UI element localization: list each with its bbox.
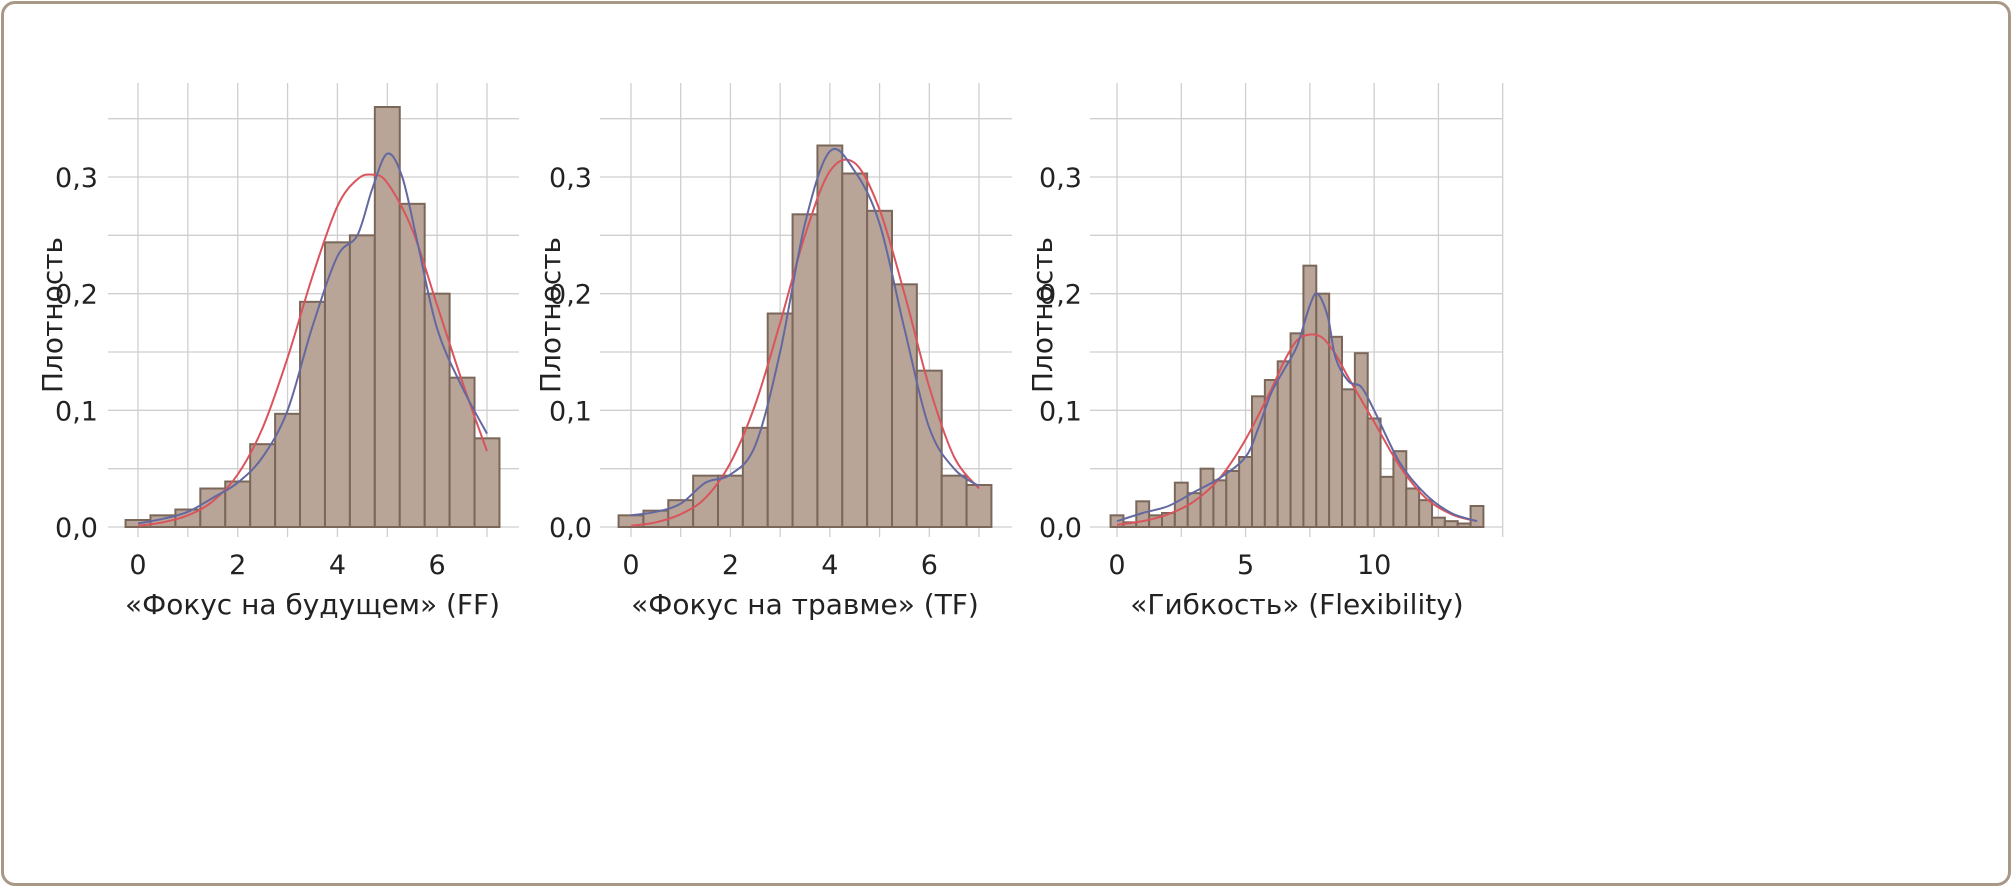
y-axis-label: Плотность bbox=[36, 237, 69, 393]
histogram-bar bbox=[940, 474, 968, 528]
chart-tf: 0,0 0,1 0,2 0,3 0 2 4 6 «Фокус на травме» (TF) Пл… bbox=[534, 83, 1012, 621]
y-tick-label: 0,1 bbox=[1039, 396, 1082, 427]
x-tick-label: 0 bbox=[1108, 550, 1125, 581]
histogram-bar bbox=[1212, 479, 1228, 529]
histogram-bar bbox=[816, 144, 844, 528]
histogram-bar bbox=[323, 241, 351, 528]
normal-density-curve bbox=[137, 173, 488, 527]
x-tick-label: 6 bbox=[921, 550, 938, 581]
histogram-bar bbox=[1443, 520, 1459, 529]
histogram-bar bbox=[1379, 475, 1395, 529]
histogram-bar bbox=[448, 376, 476, 528]
histogram-bar bbox=[717, 474, 744, 528]
y-axis-label: Плотность bbox=[1026, 237, 1059, 393]
x-axis-label: «Гибкость» (Flexibility) bbox=[1130, 588, 1463, 621]
y-tick-label: 0,2 bbox=[1039, 280, 1082, 311]
histogram-bar bbox=[1431, 516, 1446, 529]
histogram-bar bbox=[473, 437, 501, 529]
kde-density-curve bbox=[1116, 292, 1478, 523]
histogram-bar bbox=[1238, 456, 1253, 528]
histogram-bar bbox=[965, 484, 993, 528]
histogram-bar bbox=[1315, 292, 1331, 528]
x-tick-label: 6 bbox=[429, 550, 446, 581]
histogram-bar bbox=[1405, 487, 1421, 528]
histogram-bar bbox=[891, 283, 918, 529]
y-tick-label: 0,0 bbox=[1039, 513, 1082, 544]
x-tick-label: 2 bbox=[722, 550, 739, 581]
x-tick-label: 5 bbox=[1237, 550, 1254, 581]
y-tick-label: 0,0 bbox=[549, 513, 592, 544]
histogram-bar bbox=[1328, 335, 1343, 529]
y-tick-label: 0,2 bbox=[549, 280, 592, 311]
histogram-bar bbox=[866, 209, 894, 528]
y-tick-label: 0,1 bbox=[549, 396, 592, 427]
histogram-bar bbox=[1289, 332, 1305, 529]
histogram-bar bbox=[348, 234, 376, 528]
x-axis-label: «Фокус на будущем» (FF) bbox=[125, 588, 500, 621]
histogram-bar bbox=[299, 300, 326, 529]
histogram-bar bbox=[1456, 522, 1472, 528]
chart-ff: 0,0 0,1 0,2 0,3 0 2 4 6 «Фокус на будущем» (FF) П… bbox=[36, 83, 519, 621]
y-tick-label: 0,0 bbox=[55, 513, 98, 544]
histogram-bar bbox=[841, 172, 869, 528]
histogram-bar bbox=[1199, 467, 1215, 528]
x-tick-label: 4 bbox=[821, 550, 838, 581]
histogram-bar bbox=[1353, 352, 1369, 528]
y-tick-label: 0,3 bbox=[549, 163, 592, 194]
x-axis-label: «Фокус на травме» (TF) bbox=[631, 588, 979, 621]
chart-flexibility: 0,0 0,1 0,2 0,3 0 5 10 «Гибкость» (Flexibility)… bbox=[1026, 83, 1504, 621]
x-tick-label: 4 bbox=[329, 550, 346, 581]
y-tick-label: 0,3 bbox=[55, 163, 98, 194]
histogram-bar bbox=[1276, 360, 1292, 529]
histogram-bar bbox=[1418, 499, 1433, 528]
x-tick-label: 10 bbox=[1357, 550, 1391, 581]
y-tick-label: 0,3 bbox=[1039, 163, 1082, 194]
histogram-bar bbox=[1341, 388, 1356, 529]
x-tick-label: 0 bbox=[129, 550, 146, 581]
normal-density-curve bbox=[1116, 333, 1478, 526]
kde-density-curve bbox=[630, 148, 980, 517]
x-tick-label: 2 bbox=[229, 550, 246, 581]
normal-density-curve bbox=[630, 158, 980, 527]
histogram-bar bbox=[1366, 417, 1382, 528]
y-axis-label: Плотность bbox=[534, 237, 567, 393]
histogram-bar bbox=[766, 312, 794, 528]
x-tick-label: 0 bbox=[622, 550, 639, 581]
histogram-bar bbox=[1225, 470, 1241, 528]
y-tick-label: 0,1 bbox=[55, 396, 98, 427]
kde-density-curve bbox=[137, 152, 488, 525]
histogram-bar bbox=[1469, 505, 1485, 528]
histogram-bar bbox=[1173, 481, 1189, 528]
y-tick-label: 0,2 bbox=[55, 280, 98, 311]
